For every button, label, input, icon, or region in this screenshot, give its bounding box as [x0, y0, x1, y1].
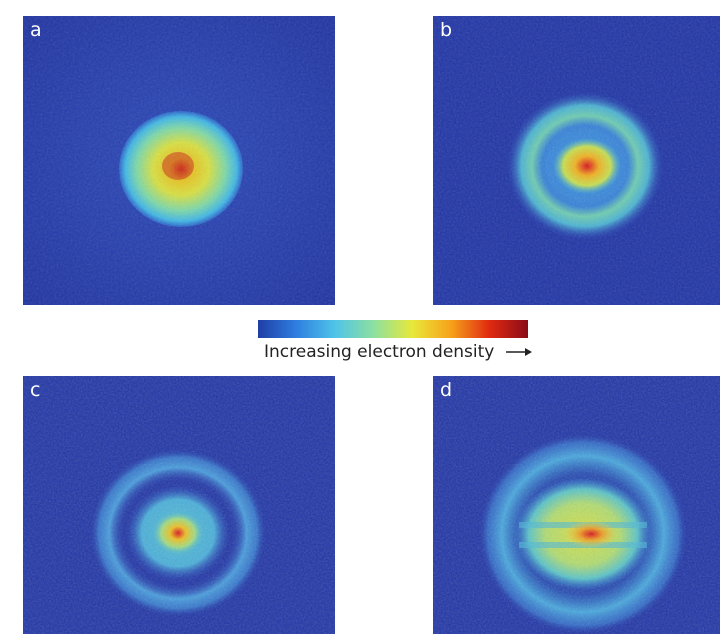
panel-label-d: d — [440, 379, 453, 401]
orbital-panel-b: b — [433, 16, 720, 305]
right-arrow-icon — [505, 348, 532, 356]
density-map-b — [433, 16, 720, 305]
colorbar-caption-text: Increasing electron density — [264, 342, 495, 362]
colorbar-caption: Increasing electron density — [264, 342, 532, 362]
panel-label-c: c — [30, 379, 41, 401]
density-map-d — [433, 376, 720, 634]
density-map-a — [23, 16, 335, 305]
panel-label-b: b — [440, 19, 453, 41]
orbital-panel-d: d — [433, 376, 720, 634]
orbital-panel-a: a — [23, 16, 335, 305]
panel-label-a: a — [30, 19, 42, 41]
density-map-c — [23, 376, 335, 634]
colorbar — [258, 320, 528, 338]
orbital-panel-c: c — [23, 376, 335, 634]
